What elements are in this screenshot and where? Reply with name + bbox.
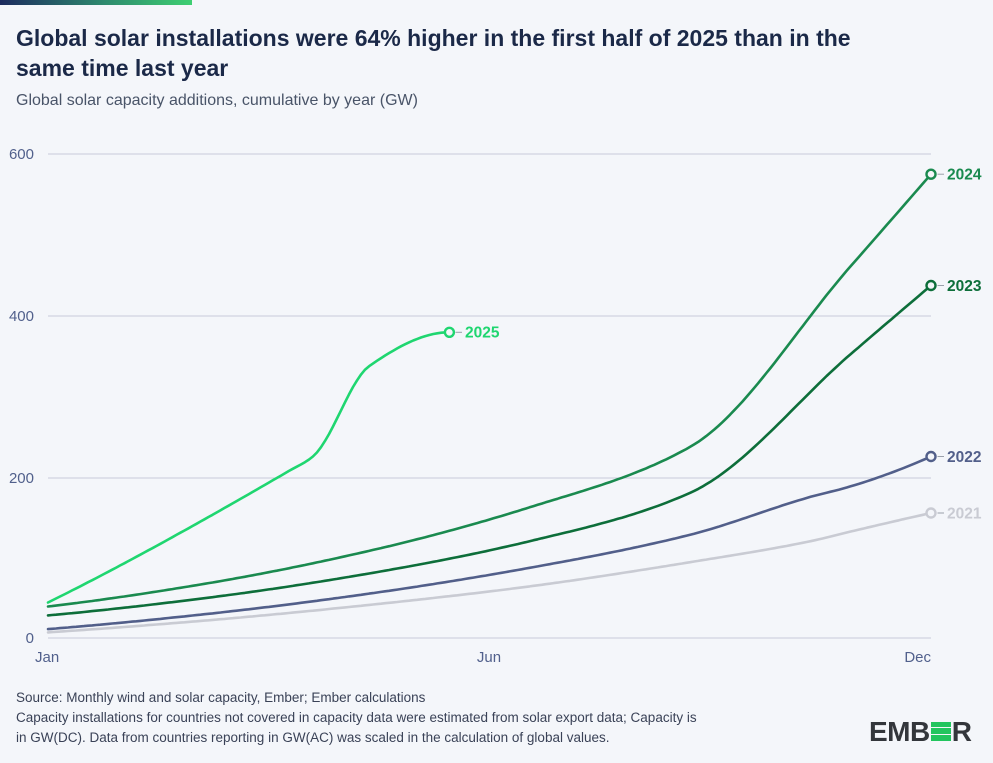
svg-text:2024: 2024 [947,167,982,184]
svg-text:Jan: Jan [35,649,59,666]
svg-text:2025: 2025 [465,325,500,342]
svg-text:Dec: Dec [904,649,931,666]
svg-text:2022: 2022 [947,449,981,466]
svg-text:0: 0 [26,630,34,647]
svg-text:400: 400 [9,308,34,325]
svg-text:600: 600 [9,146,34,163]
svg-text:2023: 2023 [947,278,982,295]
svg-text:2021: 2021 [947,506,982,523]
svg-text:Jun: Jun [477,649,501,666]
svg-text:200: 200 [9,470,34,487]
